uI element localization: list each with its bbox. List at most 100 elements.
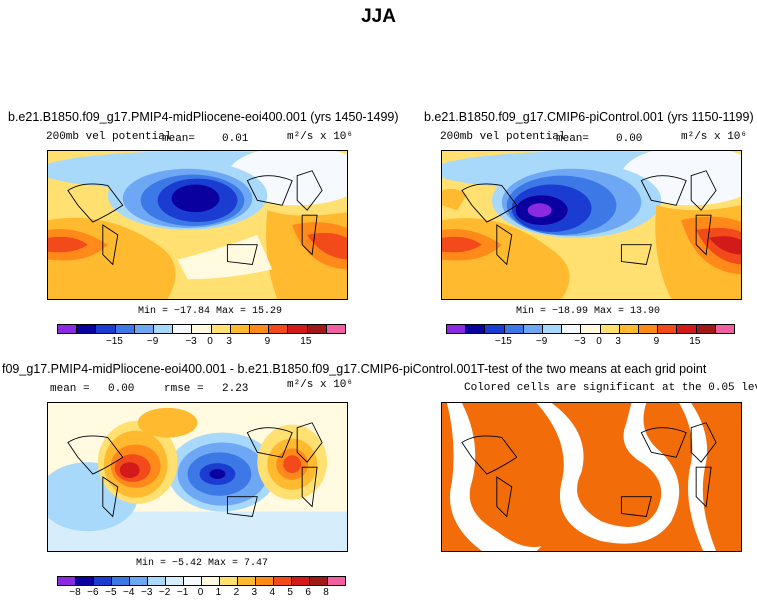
panel1-map (47, 150, 348, 300)
cbar1-swatch (250, 325, 270, 333)
cbar2-swatch (639, 325, 659, 333)
cbar-tick: −15 (494, 336, 512, 347)
cbar3-swatch (328, 577, 345, 585)
panel3-units: m²/s x 10⁶ (287, 379, 354, 391)
cbar-tick: 15 (300, 336, 312, 347)
cbar3-swatch (220, 577, 238, 585)
cbar-tick: 15 (689, 336, 701, 347)
cbar-tick: 3 (615, 336, 621, 347)
cbar1-swatch (269, 325, 289, 333)
cbar-tick: −2 (158, 587, 171, 598)
panel1-colorbar (57, 324, 346, 334)
panel3-stats: Min = −5.42 Max = 7.47 (136, 558, 269, 569)
panel1-mean-value: 0.01 (222, 133, 249, 145)
cbar-tick: −4 (123, 587, 135, 598)
cbar1-swatch (307, 325, 327, 333)
cbar-tick: 2 (233, 587, 240, 598)
panel4-title: T-test of the two means at each grid poi… (477, 362, 707, 376)
panel3-colorbar-ticks: −8 −6 −5 −4 −3 −2 −1 0 1 2 3 4 5 6 8 (57, 587, 344, 600)
cbar-tick: 6 (305, 587, 311, 598)
cbar-tick: −3 (140, 587, 153, 598)
cbar-tick: 3 (251, 587, 258, 598)
panel2-map (441, 150, 742, 300)
cbar3-swatch (166, 577, 184, 585)
panel2-title: b.e21.B1850.f09_g17.CMIP6-piControl.001 … (424, 110, 754, 124)
cbar1-swatch (77, 325, 97, 333)
cbar1-swatch (154, 325, 174, 333)
cbar3-swatch (274, 577, 292, 585)
cbar1-swatch (326, 325, 346, 333)
cbar-tick: −15 (105, 336, 123, 347)
cbar-tick: −8 (69, 587, 81, 598)
cbar3-swatch (202, 577, 220, 585)
cbar3-swatch (292, 577, 310, 585)
cbar1-swatch (288, 325, 308, 333)
panel3-rmse-label: rmse = (164, 383, 204, 395)
panel1-colorbar-ticks: −15 −9 −3 0 3 9 15 (57, 336, 344, 350)
cbar-tick: −9 (146, 336, 159, 347)
cbar1-swatch (192, 325, 212, 333)
cbar3-swatch (184, 577, 202, 585)
panel1-stats: Min = −17.84 Max = 15.29 (138, 306, 283, 317)
cbar2-swatch (581, 325, 601, 333)
cbar-tick: −9 (535, 336, 548, 347)
cbar1-swatch (211, 325, 231, 333)
cbar-tick: −3 (185, 336, 197, 347)
cbar3-swatch (76, 577, 94, 585)
cbar-tick: 5 (287, 587, 293, 598)
cbar1-swatch (96, 325, 116, 333)
cbar2-swatch (677, 325, 697, 333)
cbar2-swatch (600, 325, 620, 333)
panel1-units: m²/s x 10⁶ (287, 131, 354, 143)
panel2-units: m²/s x 10⁶ (681, 131, 748, 143)
cbar-tick: −6 (87, 587, 99, 598)
cbar-tick: 0 (197, 587, 204, 598)
panel2-mean-value: 0.00 (616, 133, 643, 145)
cbar2-swatch (715, 325, 735, 333)
cbar2-swatch (543, 325, 563, 333)
cbar1-swatch (115, 325, 135, 333)
cbar3-swatch (238, 577, 256, 585)
panel4-subtitle: Colored cells are significant at the 0.0… (464, 382, 757, 394)
panel4-map (441, 402, 742, 552)
cbar3-swatch (112, 577, 130, 585)
cbar-tick: 0 (596, 336, 602, 347)
cbar-tick: −5 (105, 587, 117, 598)
cbar1-swatch (230, 325, 251, 333)
panel3-map (47, 402, 348, 552)
cbar-tick: −3 (574, 336, 586, 347)
panel1-variable: 200mb vel potential (46, 131, 172, 143)
cbar-tick: 0 (207, 336, 213, 347)
panel2-colorbar (446, 324, 735, 334)
panel2-variable: 200mb vel potential (440, 131, 566, 143)
cbar-tick: 9 (653, 336, 660, 347)
panel1-title: b.e21.B1850.f09_g17.PMIP4-midPliocene-eo… (8, 110, 399, 124)
cbar3-swatch (310, 577, 328, 585)
panel3-colorbar (57, 576, 346, 586)
cbar2-swatch (619, 325, 640, 333)
figure-title: JJA (361, 6, 396, 27)
panel2-mean-label: mean= (556, 133, 590, 145)
cbar2-swatch (504, 325, 524, 333)
cbar3-swatch (94, 577, 112, 585)
cbar1-swatch (134, 325, 155, 333)
cbar-tick: 3 (226, 336, 232, 347)
panel1-mean-label: mean= (162, 133, 196, 145)
cbar1-swatch (173, 325, 193, 333)
cbar3-swatch (148, 577, 166, 585)
cbar1-swatch (58, 325, 78, 333)
cbar2-swatch (523, 325, 544, 333)
cbar-tick: 1 (215, 587, 222, 598)
panel3-mean-value: 0.00 (108, 383, 135, 395)
cbar-tick: 9 (264, 336, 271, 347)
cbar-tick: 4 (269, 587, 276, 598)
panel2-stats: Min = −18.99 Max = 13.90 (516, 306, 661, 317)
panel3-rmse-value: 2.23 (222, 383, 249, 395)
cbar2-swatch (562, 325, 582, 333)
cbar2-swatch (658, 325, 678, 333)
panel2-colorbar-ticks: −15 −9 −3 0 3 9 15 (446, 336, 733, 350)
panel3-mean-label: mean = (50, 383, 90, 395)
cbar3-swatch (130, 577, 148, 585)
cbar3-swatch (256, 577, 274, 585)
cbar2-swatch (466, 325, 486, 333)
